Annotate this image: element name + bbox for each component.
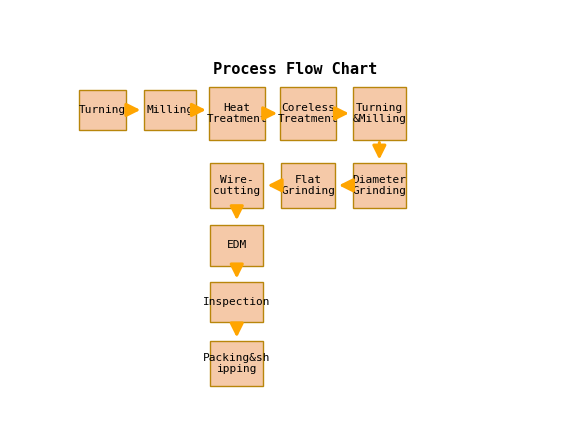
FancyBboxPatch shape xyxy=(352,163,406,207)
FancyBboxPatch shape xyxy=(210,282,263,322)
Text: Heat
Treatment: Heat Treatment xyxy=(206,102,267,124)
FancyBboxPatch shape xyxy=(280,87,336,140)
Text: Diameter
Grinding: Diameter Grinding xyxy=(352,174,407,196)
FancyBboxPatch shape xyxy=(352,87,406,140)
Text: Coreless
Treatment: Coreless Treatment xyxy=(278,102,339,124)
FancyBboxPatch shape xyxy=(210,225,263,266)
Text: Milling: Milling xyxy=(146,105,194,115)
FancyBboxPatch shape xyxy=(281,163,335,207)
FancyBboxPatch shape xyxy=(210,163,263,207)
Text: Turning
&Milling: Turning &Milling xyxy=(352,102,407,124)
Text: Flat
Grinding: Flat Grinding xyxy=(281,174,335,196)
Text: Process Flow Chart: Process Flow Chart xyxy=(213,62,377,77)
FancyBboxPatch shape xyxy=(79,90,125,129)
Text: Inspection: Inspection xyxy=(203,297,270,307)
FancyBboxPatch shape xyxy=(209,87,264,140)
FancyBboxPatch shape xyxy=(210,341,263,386)
Text: EDM: EDM xyxy=(227,240,247,250)
Text: Packing&sh
ipping: Packing&sh ipping xyxy=(203,353,270,374)
Text: Wire-
cutting: Wire- cutting xyxy=(213,174,260,196)
Text: Turning: Turning xyxy=(79,105,126,115)
FancyBboxPatch shape xyxy=(144,90,196,129)
